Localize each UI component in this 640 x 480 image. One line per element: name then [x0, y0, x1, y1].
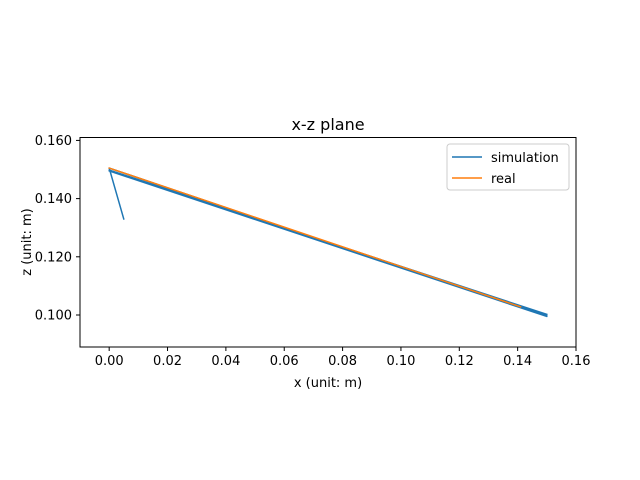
- x-axis-ticks: 0.00 0.02 0.04 0.06 0.08 0.10 0.12 0.14 0.16: [95, 347, 591, 369]
- y-tick-label: 0.160: [35, 134, 72, 149]
- series-line-real: [108, 167, 522, 308]
- y-axis-ticks: 0.100 0.120 0.140 0.160: [35, 134, 80, 323]
- legend-label-real: real: [491, 172, 516, 187]
- legend-label-simulation: simulation: [491, 151, 559, 166]
- x-tick-label: 0.08: [328, 354, 357, 369]
- x-tick-label: 0.16: [562, 354, 591, 369]
- series-layer: [108, 167, 548, 318]
- x-tick-label: 0.10: [386, 354, 415, 369]
- legend: simulation real: [446, 143, 570, 191]
- plot-frame: [79, 137, 577, 348]
- chart-title: x-z plane: [291, 115, 364, 134]
- x-tick-label: 0.04: [211, 354, 240, 369]
- x-tick-label: 0.06: [270, 354, 299, 369]
- y-tick-label: 0.100: [35, 308, 72, 323]
- x-tick-label: 0.12: [445, 354, 474, 369]
- x-tick-label: 0.02: [153, 354, 182, 369]
- x-tick-label: 0.14: [503, 354, 532, 369]
- y-tick-label: 0.120: [35, 250, 72, 265]
- x-tick-label: 0.00: [95, 354, 124, 369]
- y-axis-label: z (unit: m): [20, 208, 35, 275]
- x-axis-label: x (unit: m): [294, 376, 362, 391]
- y-tick-label: 0.140: [35, 192, 72, 207]
